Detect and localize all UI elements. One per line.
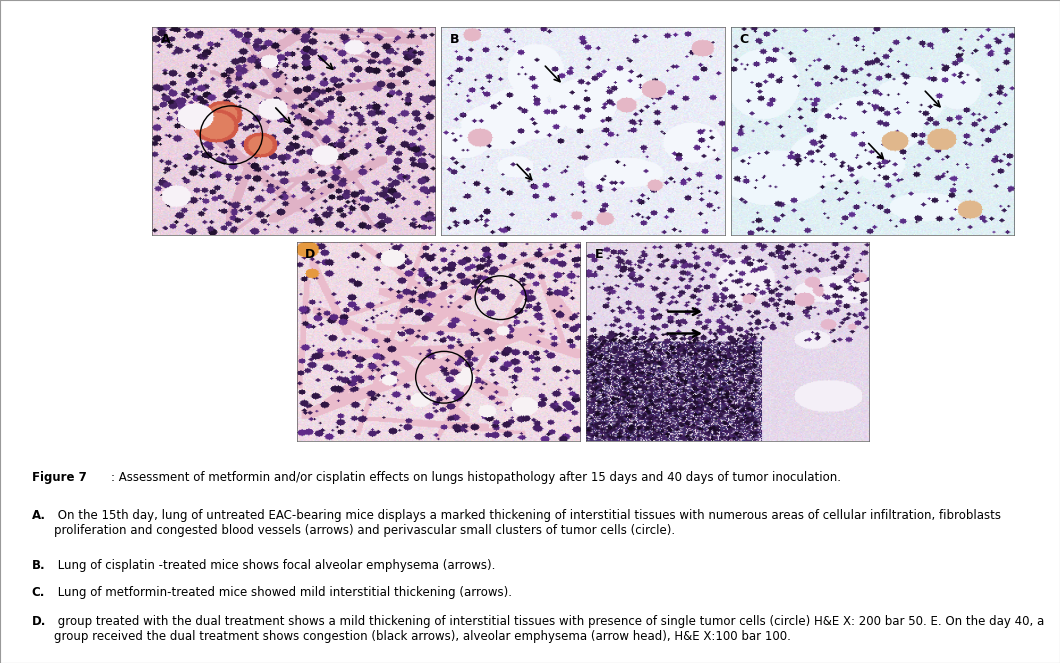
- Text: D.: D.: [32, 615, 47, 628]
- Text: Lung of metformin-treated mice showed mild interstitial thickening (arrows).: Lung of metformin-treated mice showed mi…: [54, 586, 512, 599]
- Text: C: C: [740, 32, 748, 46]
- Text: A.: A.: [32, 509, 46, 522]
- Text: C.: C.: [32, 586, 46, 599]
- Text: Figure 7: Figure 7: [32, 471, 87, 484]
- Text: B.: B.: [32, 560, 46, 572]
- Text: group treated with the dual treatment shows a mild thickening of interstitial ti: group treated with the dual treatment sh…: [54, 615, 1044, 643]
- Text: Lung of cisplatin -treated mice shows focal alveolar emphysema (arrows).: Lung of cisplatin -treated mice shows fo…: [54, 560, 495, 572]
- Text: E: E: [595, 248, 603, 261]
- Text: B: B: [450, 32, 459, 46]
- Text: On the 15th day, lung of untreated EAC-bearing mice displays a marked thickening: On the 15th day, lung of untreated EAC-b…: [54, 509, 1001, 538]
- Text: A: A: [161, 32, 171, 46]
- Text: D: D: [305, 248, 316, 261]
- Text: : Assessment of metformin and/or cisplatin effects on lungs histopathology after: : Assessment of metformin and/or cisplat…: [110, 471, 841, 484]
